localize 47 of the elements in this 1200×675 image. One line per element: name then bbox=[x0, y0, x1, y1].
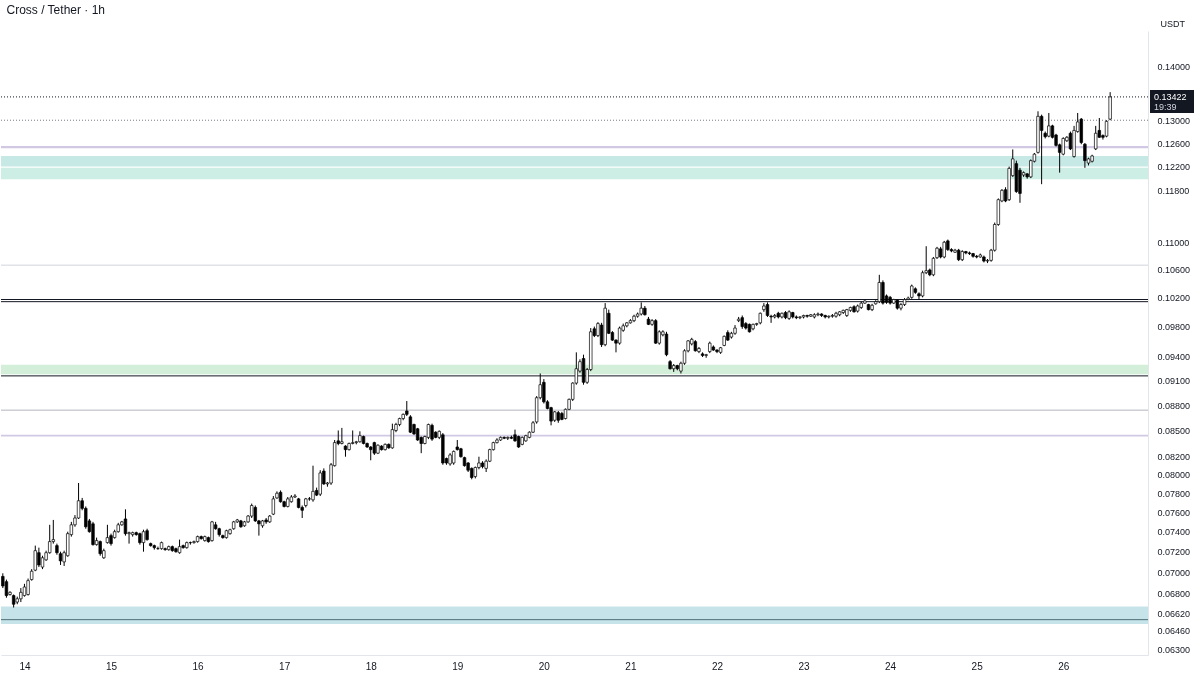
y-tick-label: 0.12200 bbox=[1157, 162, 1191, 173]
candlestick bbox=[1108, 91, 1112, 121]
y-tick-label: 0.07600 bbox=[1157, 507, 1191, 518]
y-tick-label: 0.10200 bbox=[1157, 292, 1191, 303]
y-tick-label: 0.06800 bbox=[1157, 588, 1191, 599]
chart-title: Cross / Tether · 1h bbox=[6, 3, 105, 17]
y-tick-label: 0.09400 bbox=[1157, 352, 1191, 363]
y-tick-label: 0.09800 bbox=[1157, 322, 1191, 333]
y-tick-label: 0.11000 bbox=[1157, 237, 1190, 248]
x-tick-label: 26 bbox=[1058, 660, 1070, 672]
y-tick-label: 0.08500 bbox=[1157, 425, 1191, 436]
y-tick-label: 0.13000 bbox=[1157, 115, 1191, 126]
y-axis-title: USDT bbox=[1160, 18, 1186, 29]
y-tick-label: 0.08000 bbox=[1157, 470, 1191, 481]
x-tick-label: 25 bbox=[971, 660, 984, 672]
x-tick-label: 14 bbox=[19, 660, 31, 672]
x-tick-label: 20 bbox=[538, 660, 551, 672]
y-tick-label: 0.10600 bbox=[1157, 264, 1191, 275]
x-tick-label: 24 bbox=[885, 660, 897, 672]
x-tick-label: 22 bbox=[711, 660, 724, 672]
x-tick-label: 15 bbox=[105, 660, 118, 672]
candlestick bbox=[1079, 117, 1083, 145]
candlestick bbox=[91, 521, 95, 547]
y-tick-label: 0.08200 bbox=[1157, 452, 1191, 463]
y-tick-label: 0.06620 bbox=[1157, 608, 1191, 619]
y-tick-label: 0.07800 bbox=[1157, 488, 1191, 499]
y-tick-label: 0.06300 bbox=[1157, 644, 1191, 655]
y-tick-label: 0.11800 bbox=[1157, 186, 1190, 197]
y-tick-label: 0.07200 bbox=[1157, 547, 1191, 558]
candlestick bbox=[340, 427, 344, 445]
x-tick-label: 16 bbox=[192, 660, 205, 672]
y-tick-label: 0.07000 bbox=[1157, 567, 1191, 578]
x-tick-label: 19 bbox=[452, 660, 464, 672]
x-tick-label: 21 bbox=[625, 660, 637, 672]
x-tick-label: 17 bbox=[279, 660, 291, 672]
y-tick-label: 0.07400 bbox=[1157, 527, 1191, 538]
ref-line-label: 0.13422 bbox=[1154, 91, 1187, 102]
candlestick bbox=[311, 465, 315, 503]
y-tick-label: 0.09100 bbox=[1157, 376, 1191, 387]
y-tick-label: 0.08800 bbox=[1157, 400, 1191, 411]
candlestick bbox=[1094, 125, 1098, 151]
y-tick-label: 0.12600 bbox=[1157, 138, 1191, 149]
x-tick-label: 23 bbox=[798, 660, 811, 672]
text: 19:39 bbox=[1154, 101, 1177, 112]
y-tick-label: 0.14000 bbox=[1157, 61, 1191, 72]
x-tick-label: 18 bbox=[365, 660, 378, 672]
y-tick-label: 0.06460 bbox=[1157, 626, 1191, 637]
